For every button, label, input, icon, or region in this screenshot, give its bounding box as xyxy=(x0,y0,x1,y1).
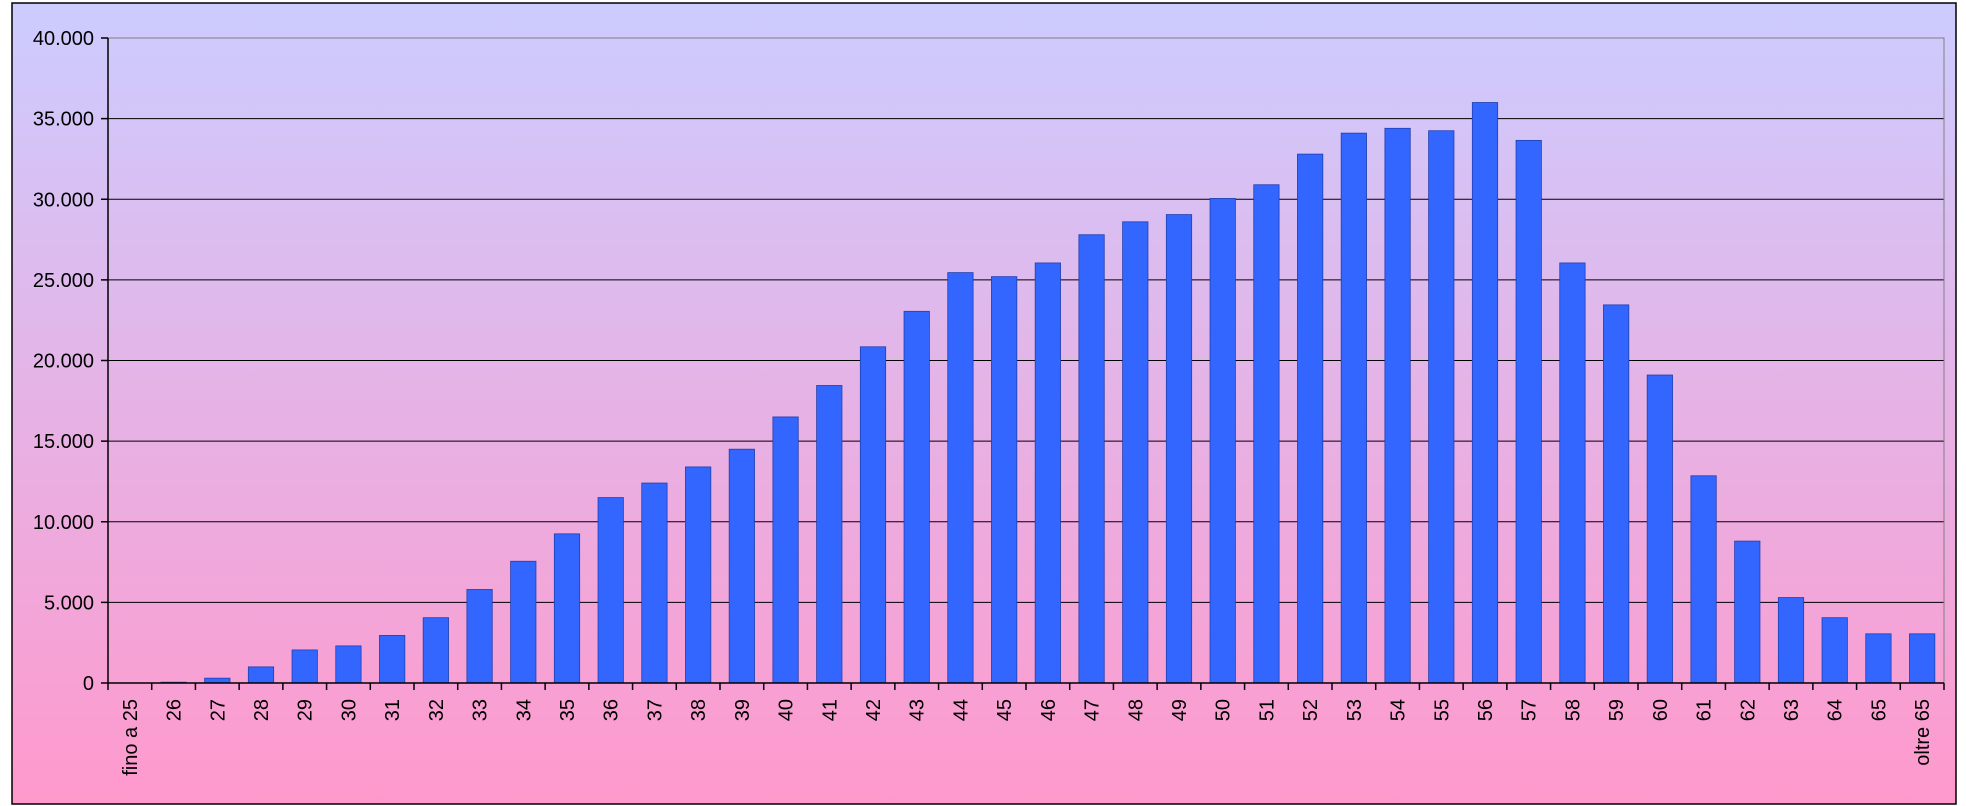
x-tick-label: 58 xyxy=(1562,699,1584,721)
y-tick-label: 15.000 xyxy=(33,431,94,453)
bar xyxy=(1603,304,1630,684)
y-tick-label: 0 xyxy=(83,673,94,695)
x-tick-label: 29 xyxy=(295,699,317,721)
bar xyxy=(291,649,318,684)
bar xyxy=(335,645,362,684)
bar xyxy=(1428,130,1455,684)
x-axis-tick-labels: fino a 25 26 27 28 29 30 31 32 33 34 35 36 37 38 39 40 4… xyxy=(120,699,1934,776)
x-tick-label: 28 xyxy=(251,699,273,721)
y-tick-label: 20.000 xyxy=(33,351,94,373)
x-tick-label: 50 xyxy=(1213,699,1235,721)
x-tick-label: 31 xyxy=(382,699,404,721)
x-tick-label: 34 xyxy=(513,699,535,721)
x-tick-label: 53 xyxy=(1344,699,1366,721)
x-tick-label: 39 xyxy=(732,699,754,721)
bar xyxy=(247,666,275,684)
bar xyxy=(1559,262,1586,684)
bar xyxy=(1865,633,1892,684)
bar xyxy=(422,617,449,684)
y-tick-label: 5.000 xyxy=(44,592,94,614)
bar xyxy=(1646,374,1673,684)
x-tick-label: 63 xyxy=(1781,699,1803,721)
x-tick-label: 57 xyxy=(1519,699,1541,721)
bar xyxy=(1777,597,1805,684)
x-tick-label: 49 xyxy=(1169,699,1191,721)
x-tick-label: 55 xyxy=(1431,699,1453,721)
x-tick-label: 37 xyxy=(644,699,666,721)
bar xyxy=(1253,184,1280,684)
bar xyxy=(903,310,930,684)
bar xyxy=(379,635,406,684)
bar xyxy=(1909,633,1936,684)
bar xyxy=(597,497,624,684)
x-tick-label: 27 xyxy=(207,699,229,721)
x-tick-label: 43 xyxy=(907,699,929,721)
bar xyxy=(1034,262,1061,684)
bar xyxy=(553,533,581,684)
bar xyxy=(1471,102,1499,684)
x-tick-label: 56 xyxy=(1475,699,1497,721)
x-tick-label: 54 xyxy=(1388,699,1410,721)
bar xyxy=(991,276,1018,684)
bar xyxy=(1297,153,1324,684)
bar xyxy=(685,466,712,684)
bar xyxy=(772,416,799,684)
x-tick-label: 60 xyxy=(1650,699,1672,721)
x-tick-label: 32 xyxy=(426,699,448,721)
x-tick-label: 33 xyxy=(470,699,492,721)
y-tick-label: 25.000 xyxy=(33,270,94,292)
x-tick-label: oltre 65 xyxy=(1912,699,1934,766)
bar xyxy=(1340,132,1367,684)
bar xyxy=(1734,540,1761,684)
bar xyxy=(1078,234,1105,684)
bar xyxy=(1515,139,1542,684)
x-tick-label: 48 xyxy=(1125,699,1147,721)
y-tick-label: 30.000 xyxy=(33,189,94,211)
bar xyxy=(1690,475,1717,684)
bar xyxy=(947,272,974,684)
bar xyxy=(1384,127,1411,684)
axes xyxy=(101,37,1945,690)
bar xyxy=(1165,214,1193,684)
x-tick-label: 47 xyxy=(1082,699,1104,721)
x-tick-label: 64 xyxy=(1825,699,1847,721)
y-tick-label: 40.000 xyxy=(33,28,94,50)
y-tick-label: 10.000 xyxy=(33,512,94,534)
x-tick-label: 41 xyxy=(819,699,841,721)
x-tick-label: 51 xyxy=(1256,699,1278,721)
y-axis-tick-labels: 0 5.000 10.000 15.000 20.000 25.000 30.000 35.0… xyxy=(33,28,94,695)
bar xyxy=(816,385,843,684)
x-tick-label: 61 xyxy=(1694,699,1716,721)
x-tick-label: 46 xyxy=(1038,699,1060,721)
bar xyxy=(510,560,537,684)
bar xyxy=(1821,617,1848,684)
x-tick-label: 40 xyxy=(776,699,798,721)
x-tick-label: fino a 25 xyxy=(120,699,142,776)
bar xyxy=(859,346,887,684)
x-tick-label: 42 xyxy=(863,699,885,721)
bar xyxy=(641,482,668,684)
x-tick-label: 65 xyxy=(1868,699,1890,721)
x-tick-label: 26 xyxy=(164,699,186,721)
x-tick-label: 35 xyxy=(557,699,579,721)
x-tick-label: 52 xyxy=(1300,699,1322,721)
bar xyxy=(466,589,493,684)
bar xyxy=(1122,221,1149,684)
x-tick-label: 44 xyxy=(950,699,972,721)
x-tick-label: 36 xyxy=(601,699,623,721)
x-tick-label: 59 xyxy=(1606,699,1628,721)
bar xyxy=(1209,198,1236,684)
x-tick-label: 45 xyxy=(994,699,1016,721)
bar xyxy=(728,448,755,684)
y-tick-label: 35.000 xyxy=(33,109,94,131)
x-tick-label: 30 xyxy=(338,699,360,721)
x-tick-label: 62 xyxy=(1737,699,1759,721)
x-tick-label: 38 xyxy=(688,699,710,721)
